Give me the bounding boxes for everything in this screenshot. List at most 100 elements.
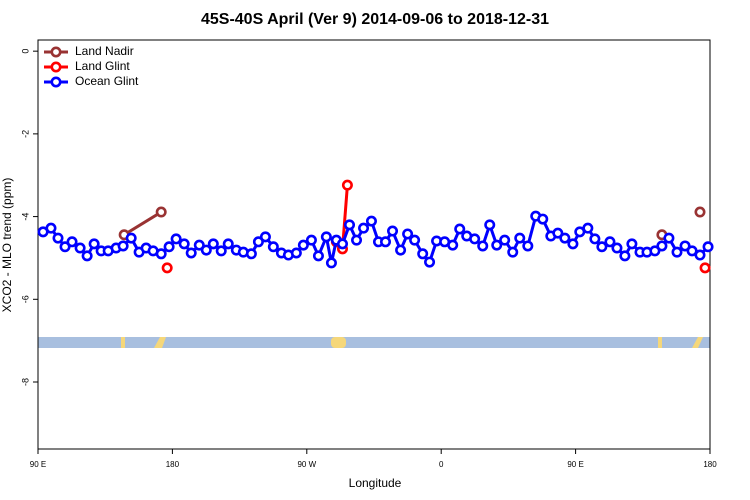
y-tick-label: -2 [20, 130, 30, 138]
data-point [567, 238, 579, 250]
data-point [611, 242, 623, 254]
y-tick-label: -4 [20, 213, 30, 221]
data-point [155, 248, 167, 260]
x-tick-label: 180 [166, 460, 180, 469]
legend-marker [50, 61, 62, 73]
data-point [417, 248, 429, 260]
legend-marker [50, 76, 62, 88]
legend-label: Ocean Glint [75, 74, 139, 88]
data-point [215, 245, 227, 257]
y-tick-label: 0 [20, 49, 30, 54]
data-point [305, 234, 317, 246]
data-point [626, 238, 638, 250]
land-band [38, 337, 710, 348]
x-tick-label: 180 [703, 460, 717, 469]
data-point [222, 238, 234, 250]
data-point [499, 234, 511, 246]
data-point [454, 223, 466, 235]
data-point [200, 244, 212, 256]
data-point [663, 232, 675, 244]
land-patch [692, 337, 703, 348]
data-point [424, 256, 436, 268]
data-point [596, 241, 608, 253]
land-patch [154, 337, 166, 348]
data-point [351, 234, 363, 246]
data-point [161, 262, 173, 274]
x-tick-label: 90 W [297, 460, 316, 469]
data-point [117, 240, 129, 252]
data-point [409, 234, 421, 246]
data-point [694, 206, 706, 218]
data-point [125, 232, 137, 244]
data-point [344, 219, 356, 231]
data-point [59, 241, 71, 253]
data-point [358, 222, 370, 234]
data-point [694, 249, 706, 261]
land-patch [121, 337, 125, 348]
data-point [402, 228, 414, 240]
data-point [679, 240, 691, 252]
data-point [702, 241, 714, 253]
y-tick-label: -8 [20, 378, 30, 386]
data-point [88, 238, 100, 250]
legend-label: Land Glint [75, 59, 130, 73]
data-point [207, 238, 219, 250]
data-point [484, 219, 496, 231]
data-point [582, 222, 594, 234]
data-point [477, 240, 489, 252]
land-patch [658, 337, 662, 348]
data-point [686, 245, 698, 257]
data-point [341, 179, 353, 191]
x-tick-label: 90 E [567, 460, 583, 469]
x-tick-label: 90 E [30, 460, 46, 469]
data-point [259, 231, 271, 243]
y-tick-label: -6 [20, 295, 30, 303]
x-axis-label: Longitude [349, 476, 402, 490]
data-point [514, 232, 526, 244]
data-point [469, 233, 481, 245]
data-point [336, 238, 348, 250]
data-point [66, 236, 78, 248]
data-point [320, 231, 332, 243]
data-point [193, 239, 205, 251]
data-point [312, 250, 324, 262]
data-point [619, 250, 631, 262]
legend-marker [50, 46, 62, 58]
chart-title: 45S-40S April (Ver 9) 2014-09-06 to 2018… [201, 11, 549, 28]
data-point [325, 257, 337, 269]
data-point [447, 239, 459, 251]
data-point [522, 240, 534, 252]
data-point [699, 262, 711, 274]
data-point [387, 225, 399, 237]
data-point [297, 239, 309, 251]
series-line [123, 210, 162, 237]
data-point [365, 215, 377, 227]
data-point [74, 242, 86, 254]
data-point [559, 232, 571, 244]
data-point [52, 232, 64, 244]
data-point [507, 246, 519, 258]
data-point [290, 247, 302, 259]
data-point [155, 206, 167, 218]
data-point [395, 244, 407, 256]
data-point [81, 250, 93, 262]
legend-label: Land Nadir [75, 44, 134, 58]
data-point [45, 222, 57, 234]
data-point [552, 227, 564, 239]
y-axis-label: XCO2 - MLO trend (ppm) [0, 178, 14, 313]
data-point [656, 240, 668, 252]
data-point [379, 236, 391, 248]
data-point [245, 248, 257, 260]
data-point [491, 239, 503, 251]
data-point [589, 233, 601, 245]
land-patch [331, 337, 346, 348]
data-point [170, 233, 182, 245]
data-point [604, 236, 616, 248]
data-point [267, 241, 279, 253]
data-point [649, 245, 661, 257]
data-point [163, 241, 175, 253]
data-point [537, 213, 549, 225]
ocean-strip [38, 337, 710, 348]
